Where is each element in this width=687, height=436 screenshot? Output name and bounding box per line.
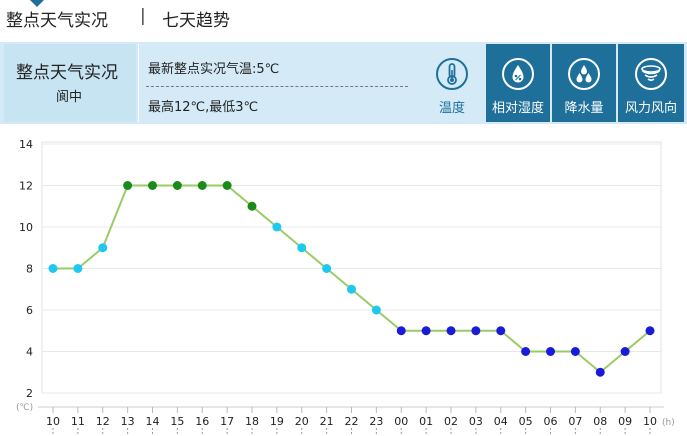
y-tick-label: 12 <box>19 180 33 193</box>
x-tick-label: 16 <box>195 415 209 428</box>
top-tabs: 整点天气实况 | 七天趋势 <box>0 0 687 36</box>
precipitation-button[interactable]: 降水量 <box>552 44 616 122</box>
temperature-point <box>645 326 655 336</box>
temperature-point <box>446 326 456 336</box>
temperature-chart: 2 4 6 8 10 12 14 (℃) 10 11 12 13 14 15 16 17 18 19 20 21 22 2… <box>0 124 687 436</box>
x-tick-label: 01 <box>419 415 433 428</box>
precipitation-label: 降水量 <box>564 101 604 116</box>
tab-hourly[interactable]: 整点天气实况 <box>6 11 108 31</box>
x-tick-label: 15 <box>170 415 184 428</box>
humidity-button[interactable]: 相对湿度 <box>486 44 550 122</box>
temperature-point <box>48 264 58 273</box>
tab-separator: | <box>140 6 146 26</box>
x-tick-label: 10 <box>643 415 657 428</box>
temperature-point <box>222 181 232 190</box>
x-tick-label: 20 <box>295 415 309 428</box>
dashed-divider <box>146 86 408 87</box>
temperature-point <box>620 347 630 356</box>
x-tick-label: 12 <box>96 415 110 428</box>
x-tick-label: 21 <box>320 415 334 428</box>
x-tick-label: 07 <box>568 415 582 428</box>
x-tick-label: 19 <box>270 415 284 428</box>
x-tick-label: 18 <box>245 415 259 428</box>
y-tick-label: 2 <box>26 387 33 400</box>
temperature-point <box>197 181 207 190</box>
temperature-point <box>396 326 406 336</box>
temperature-point <box>247 201 257 211</box>
max-min-temperature: 最高12℃,最低3℃ <box>148 100 259 115</box>
x-tick-label: 10 <box>46 415 60 428</box>
y-tick-label: 6 <box>26 304 33 317</box>
temperature-point <box>98 243 108 253</box>
x-tick-label: 04 <box>494 415 508 428</box>
plot-area <box>41 141 662 394</box>
wind-label: 风力风向 <box>624 101 677 116</box>
temperature-point <box>595 367 605 377</box>
rain-drops-icon <box>568 58 600 90</box>
x-tick-label: 23 <box>369 415 383 428</box>
x-tick-label: 05 <box>519 415 533 428</box>
location-city: 阆中 <box>56 90 83 105</box>
location-title: 整点天气实况 <box>16 63 118 83</box>
temperature-point <box>347 284 356 294</box>
x-tick-label: 11 <box>71 415 85 428</box>
tab-seven-day[interactable]: 七天趋势 <box>162 11 230 31</box>
temperature-point <box>496 326 506 336</box>
humidity-label: 相对湿度 <box>491 101 544 116</box>
x-tick-label: 22 <box>345 415 359 428</box>
temperature-label: 温度 <box>438 101 465 116</box>
active-tab-marker <box>30 0 44 7</box>
temperature-point <box>371 305 381 315</box>
x-tick-label: 14 <box>146 415 160 428</box>
y-tick-label: 4 <box>26 346 33 359</box>
temperature-point <box>421 326 431 336</box>
temperature-point <box>471 326 481 336</box>
latest-temperature: 最新整点实况气温:5℃ <box>148 62 280 77</box>
temperature-point <box>521 347 531 356</box>
thermometer-icon <box>436 58 468 90</box>
x-tick-label: 03 <box>469 415 483 428</box>
temperature-chart-svg: 2 4 6 8 10 12 14 (℃) 10 11 12 13 14 15 16 17 18 19 20 21 22 2… <box>16 138 675 436</box>
wind-button[interactable]: 风力风向 <box>618 44 684 122</box>
y-tick-label: 14 <box>19 138 33 151</box>
x-tick-label: 17 <box>220 415 234 428</box>
y-tick-label: 10 <box>19 221 33 234</box>
temperature-point <box>272 222 282 232</box>
location-box <box>4 44 136 122</box>
temperature-point <box>570 347 580 356</box>
temperature-point <box>73 264 83 273</box>
x-unit-label: (h) <box>662 418 675 428</box>
x-tick-label: 00 <box>394 415 408 428</box>
wind-icon <box>635 58 667 90</box>
temperature-point <box>172 181 182 190</box>
temperature-point <box>297 243 307 253</box>
x-tick-label: 09 <box>618 415 632 428</box>
temperature-button[interactable]: 温度 <box>420 44 484 122</box>
x-tick-label: 06 <box>544 415 558 428</box>
temperature-point <box>123 181 133 190</box>
y-unit-label: (℃) <box>16 403 33 413</box>
temperature-point <box>322 264 332 273</box>
temperature-point <box>148 181 157 190</box>
x-tick-label: 08 <box>593 415 607 428</box>
x-tick-label: 02 <box>444 415 458 428</box>
humidity-drop-icon <box>502 58 534 90</box>
x-tick-label: 13 <box>121 415 135 428</box>
temperature-point <box>546 347 555 356</box>
y-tick-label: 8 <box>26 263 33 276</box>
band-divider <box>138 44 139 122</box>
